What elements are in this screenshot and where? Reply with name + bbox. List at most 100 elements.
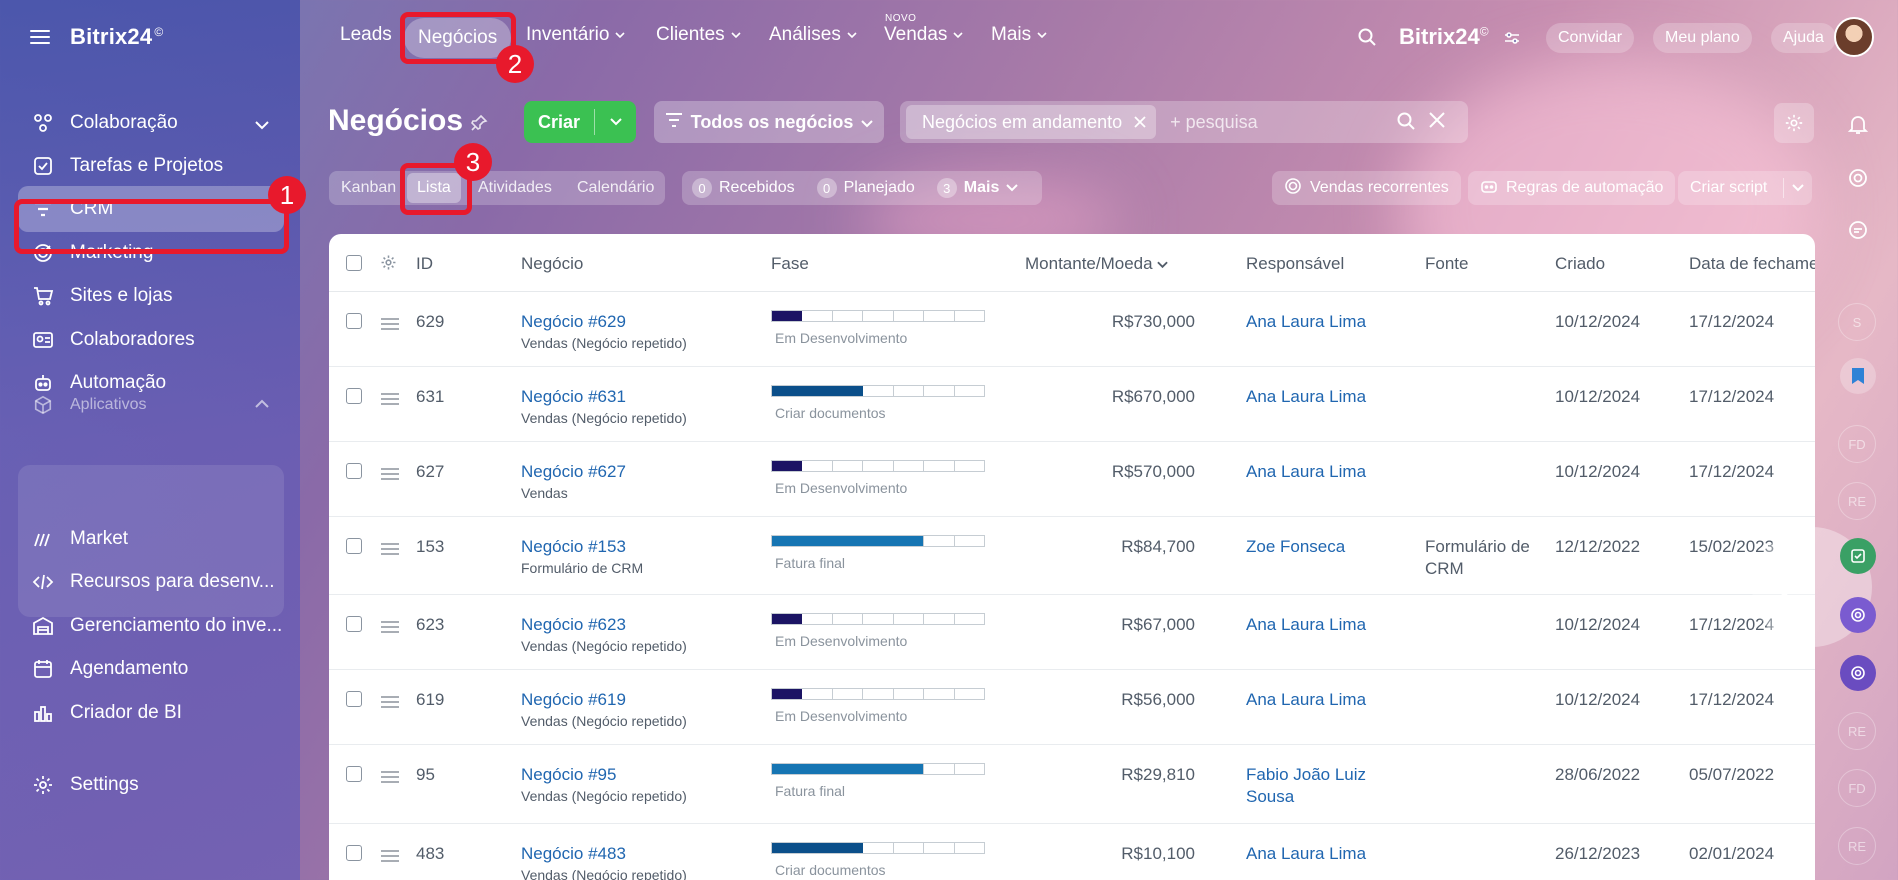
deal-link[interactable]: Negócio #619 [521, 690, 626, 709]
rail-contact-5[interactable]: FD [1838, 769, 1876, 807]
app-logo[interactable]: Bitrix24 © [70, 24, 164, 49]
counter-recebidos[interactable]: 0 Recebidos [692, 178, 795, 198]
automation-rules-button[interactable]: Regras de automação [1468, 171, 1676, 205]
topnav-inventario[interactable]: Inventário [526, 24, 626, 46]
sidebar-item-aplicativos[interactable]: Aplicativos [18, 382, 284, 428]
select-all-checkbox[interactable] [346, 255, 362, 271]
stage-progress-bar[interactable] [771, 385, 985, 397]
stage-progress-bar[interactable] [771, 688, 985, 700]
row-drag-handle-icon[interactable] [381, 543, 399, 555]
chip-close-icon[interactable] [1134, 112, 1146, 133]
copilot-icon[interactable] [1840, 160, 1876, 196]
table-row[interactable]: 619 Negócio #619 Vendas (Negócio repetido)… [329, 670, 1815, 745]
clear-search-icon[interactable] [1428, 111, 1446, 136]
deal-link[interactable]: Negócio #95 [521, 765, 617, 784]
stage-progress-bar[interactable] [771, 842, 985, 854]
row-checkbox[interactable] [346, 616, 362, 632]
sidebar-item-colaboracao[interactable]: Colaboração [18, 100, 284, 146]
column-header-negocio[interactable]: Negócio [521, 254, 584, 273]
stage-progress-bar[interactable] [771, 310, 985, 322]
table-row[interactable]: 627 Negócio #627 Vendas Em Desenvolvimento R… [329, 442, 1815, 517]
row-checkbox[interactable] [346, 845, 362, 861]
stage-progress-bar[interactable] [771, 535, 985, 547]
topnav-analises[interactable]: Análises [769, 24, 857, 46]
row-checkbox[interactable] [346, 313, 362, 329]
stage-progress-bar[interactable] [771, 763, 985, 775]
sidebar-item-sites[interactable]: Sites e lojas [18, 273, 284, 319]
counter-mais[interactable]: 3 Mais [936, 178, 1019, 198]
row-checkbox[interactable] [346, 388, 362, 404]
hamburger-menu-icon[interactable] [30, 30, 50, 44]
responsible-link[interactable]: Ana Laura Lima [1246, 387, 1367, 406]
tab-lista[interactable]: Lista [407, 173, 461, 203]
stage-progress-bar[interactable] [771, 460, 985, 472]
table-row[interactable]: 623 Negócio #623 Vendas (Negócio repetido)… [329, 595, 1815, 670]
counter-planejado[interactable]: 0 Planejado [816, 178, 915, 198]
topnav-leads[interactable]: Leads [340, 24, 392, 45]
table-row[interactable]: 629 Negócio #629 Vendas (Negócio repetido)… [329, 292, 1815, 367]
column-header-fonte[interactable]: Fonte [1425, 254, 1469, 273]
table-row[interactable]: 153 Negócio #153 Formulário de CRM Fatura f… [329, 517, 1815, 595]
chevron-down-icon[interactable] [1792, 179, 1805, 197]
create-button[interactable]: Criar [524, 101, 636, 143]
topnav-vendas[interactable]: Vendas [884, 24, 963, 46]
bookmark-icon[interactable] [1840, 358, 1876, 394]
deal-link[interactable]: Negócio #153 [521, 537, 626, 556]
filter-preset-button[interactable]: Todos os negócios [654, 101, 884, 143]
sidebar-item-inventario[interactable]: Gerenciamento do inve... [18, 603, 284, 649]
tab-kanban[interactable]: Kanban [341, 179, 397, 196]
row-checkbox[interactable] [346, 463, 362, 479]
invite-button[interactable]: Convidar [1546, 23, 1635, 53]
topnav-clientes[interactable]: Clientes [656, 24, 741, 46]
search-icon[interactable] [1396, 111, 1416, 136]
sidebar-item-recursos[interactable]: Recursos para desenv... [18, 559, 284, 605]
create-dropdown-chevron-icon[interactable] [595, 118, 636, 126]
chevron-up-icon[interactable] [254, 396, 270, 414]
stage-progress-bar[interactable] [771, 613, 985, 625]
filter-chip[interactable]: Negócios em andamento [906, 105, 1157, 139]
column-header-id[interactable]: ID [416, 254, 433, 273]
deal-link[interactable]: Negócio #629 [521, 312, 626, 331]
column-header-montante[interactable]: Montante/Moeda [1025, 254, 1169, 274]
deal-link[interactable]: Negócio #483 [521, 844, 626, 863]
search-input[interactable]: + pesquisa [1170, 111, 1258, 132]
user-avatar[interactable] [1834, 17, 1874, 57]
rail-openlines-icon[interactable] [1840, 655, 1876, 691]
responsible-link[interactable]: Zoe Fonseca [1246, 537, 1346, 556]
row-drag-handle-icon[interactable] [381, 850, 399, 862]
notifications-bell-icon[interactable] [1840, 106, 1876, 142]
responsible-link[interactable]: Ana Laura Lima [1246, 462, 1367, 481]
row-checkbox[interactable] [346, 691, 362, 707]
chat-icon[interactable] [1840, 212, 1876, 248]
sidebar-item-settings[interactable]: Settings [18, 762, 284, 808]
topnav-negocios[interactable]: Negócios [404, 18, 512, 58]
sidebar-item-bi[interactable]: Criador de BI [18, 690, 284, 736]
column-settings-gear-icon[interactable] [380, 254, 397, 276]
deal-link[interactable]: Negócio #623 [521, 615, 626, 634]
create-script-button[interactable]: Criar script [1678, 171, 1813, 205]
sidebar-item-agendamento[interactable]: Agendamento [18, 646, 284, 692]
row-drag-handle-icon[interactable] [381, 771, 399, 783]
responsible-link[interactable]: Fabio João Luiz Sousa [1246, 765, 1367, 806]
deal-link[interactable]: Negócio #631 [521, 387, 626, 406]
rail-copilot-icon[interactable] [1840, 597, 1876, 633]
rail-contact-1[interactable]: S [1838, 303, 1876, 341]
responsible-link[interactable]: Ana Laura Lima [1246, 844, 1367, 863]
rail-contact-6[interactable]: RE [1838, 827, 1876, 865]
rail-contact-3[interactable]: RE [1838, 482, 1876, 520]
my-plan-button[interactable]: Meu plano [1653, 23, 1752, 53]
search-icon[interactable] [1357, 27, 1377, 52]
rail-contact-2[interactable]: FD [1838, 425, 1876, 463]
recurring-sales-button[interactable]: Vendas recorrentes [1272, 171, 1461, 205]
table-row[interactable]: 483 Negócio #483 Vendas (Negócio repetido)… [329, 824, 1815, 880]
topnav-mais[interactable]: Mais [991, 24, 1047, 46]
table-row[interactable]: 95 Negócio #95 Vendas (Negócio repetido) Fa… [329, 745, 1815, 824]
search-filter-box[interactable]: Negócios em andamento + pesquisa [900, 101, 1468, 143]
chevron-down-icon[interactable] [254, 114, 270, 136]
pin-icon[interactable] [470, 114, 488, 137]
column-header-responsavel[interactable]: Responsável [1246, 254, 1345, 273]
sidebar-item-automacao[interactable]: Automação [18, 360, 284, 406]
column-header-criado[interactable]: Criado [1555, 254, 1606, 273]
responsible-link[interactable]: Ana Laura Lima [1246, 690, 1367, 709]
settings-sliders-icon[interactable] [1504, 31, 1520, 50]
